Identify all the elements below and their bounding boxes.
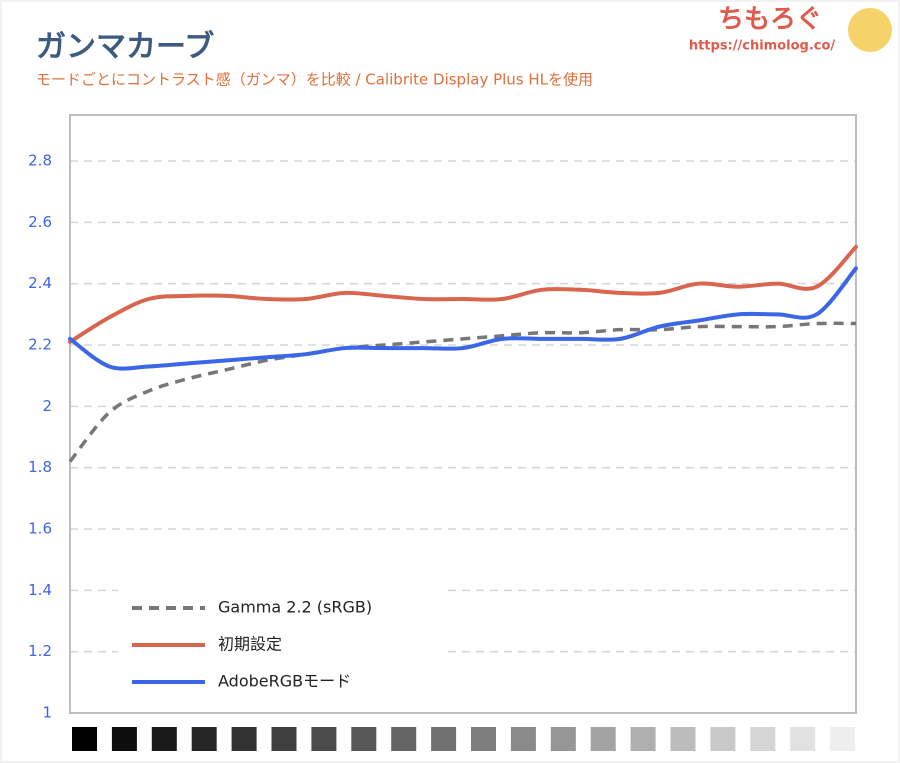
y-tick-label: 1 xyxy=(42,704,52,722)
swatch xyxy=(311,727,337,751)
logo-icon xyxy=(848,8,892,52)
chart-subtitle: モードごとにコントラスト感（ガンマ）を比較 / Calibrite Displa… xyxy=(36,71,593,89)
y-tick-label: 2.4 xyxy=(28,274,52,292)
legend-label: 初期設定 xyxy=(218,635,282,654)
swatch xyxy=(72,727,97,751)
logo-url: https://chimolog.co/ xyxy=(689,39,836,54)
y-tick-label: 2.2 xyxy=(28,336,52,354)
logo-name: ちもろぐ xyxy=(718,5,822,35)
legend-label: AdobeRGBモード xyxy=(218,672,351,691)
y-tick-label: 1.2 xyxy=(28,642,52,660)
swatch xyxy=(710,727,736,751)
swatch xyxy=(630,727,656,751)
swatch xyxy=(550,727,576,751)
swatch xyxy=(830,727,856,751)
y-tick-label: 1.8 xyxy=(28,458,52,476)
swatch xyxy=(590,727,616,751)
swatch xyxy=(271,727,297,751)
series-line xyxy=(68,244,858,344)
swatch xyxy=(191,727,217,751)
swatch xyxy=(391,727,417,751)
swatch xyxy=(431,727,457,751)
swatch xyxy=(510,727,536,751)
swatch xyxy=(790,727,816,751)
y-tick-label: 2.6 xyxy=(28,213,52,231)
series-line xyxy=(68,266,858,371)
swatch xyxy=(670,727,696,751)
swatch xyxy=(151,727,177,751)
y-tick-label: 1.6 xyxy=(28,520,52,538)
swatch xyxy=(471,727,496,751)
y-tick-label: 2 xyxy=(42,397,52,415)
legend-label: Gamma 2.2 (sRGB) xyxy=(218,598,372,617)
swatch xyxy=(351,727,377,751)
y-tick-label: 1.4 xyxy=(28,581,52,599)
plot-border xyxy=(69,114,857,714)
y-tick-label: 2.8 xyxy=(28,152,52,170)
gray-swatches xyxy=(72,727,856,751)
swatch xyxy=(750,727,776,751)
chart-title: ガンマカーブ xyxy=(36,30,214,65)
swatch xyxy=(231,727,257,751)
series-line xyxy=(68,321,857,463)
swatch xyxy=(111,727,137,751)
